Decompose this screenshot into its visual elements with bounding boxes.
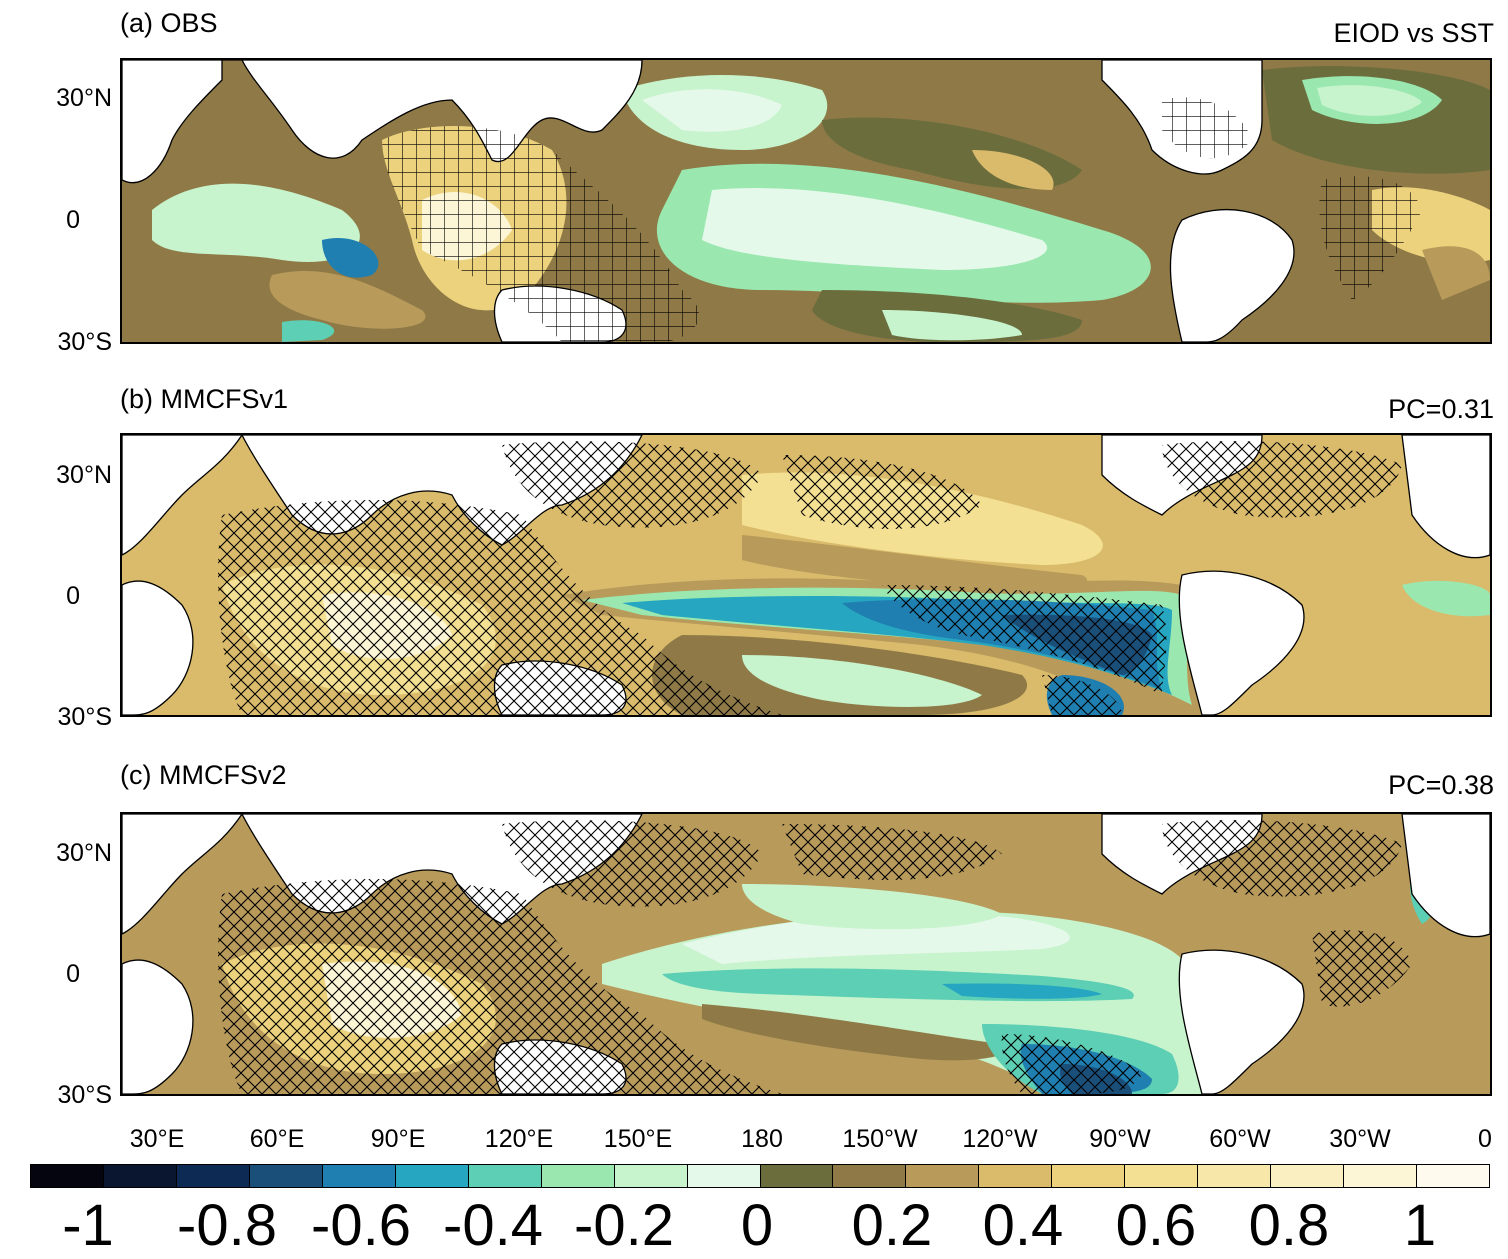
colorbar-bin — [103, 1165, 177, 1187]
panel-a-lat-30n: 30°N — [56, 84, 112, 112]
lon-label-180: 180 — [741, 1125, 783, 1153]
colorbar-bin — [541, 1165, 615, 1187]
lon-label-90e: 90°E — [370, 1125, 426, 1153]
colorbar-label-08: 0.8 — [1248, 1193, 1330, 1258]
lon-label-30w: 30°W — [1329, 1125, 1391, 1153]
colorbar-label-0: 0 — [740, 1193, 774, 1258]
colorbar-bin — [979, 1165, 1053, 1187]
colorbar-bin — [176, 1165, 250, 1187]
colorbar-label-m08: -0.8 — [177, 1193, 277, 1258]
panel-c-map — [120, 812, 1492, 1096]
lon-label-60e: 60°E — [249, 1125, 305, 1153]
lon-label-60w: 60°W — [1209, 1125, 1271, 1153]
colorbar-bin — [468, 1165, 542, 1187]
panel-a-right-label: EIOD vs SST — [1333, 18, 1494, 48]
colorbar-bin — [249, 1165, 323, 1187]
colorbar-bin — [687, 1165, 761, 1187]
lon-label-120w: 120°W — [962, 1125, 1038, 1153]
panel-a-lat-30s: 30°S — [57, 328, 112, 356]
colorbar-label-m1: -1 — [62, 1193, 114, 1258]
panel-c-lat-30n: 30°N — [56, 839, 112, 867]
panel-a-map — [120, 58, 1492, 344]
colorbar-bin — [1417, 1165, 1490, 1187]
colorbar — [30, 1164, 1490, 1188]
panel-a-lat-0: 0 — [66, 206, 80, 234]
lon-label-120e: 120°E — [484, 1125, 554, 1153]
colorbar-bin — [1271, 1165, 1345, 1187]
colorbar-label-m06: -0.6 — [311, 1193, 411, 1258]
panel-c-lat-0: 0 — [66, 960, 80, 988]
colorbar-bin — [760, 1165, 834, 1187]
panel-b-right-label: PC=0.31 — [1388, 394, 1494, 424]
panel-b-title: (b) MMCFSv1 — [120, 384, 288, 414]
colorbar-bin — [322, 1165, 396, 1187]
panel-c-lat-30s: 30°S — [57, 1081, 112, 1109]
colorbar-bin — [1125, 1165, 1199, 1187]
panel-c-title: (c) MMCFSv2 — [120, 760, 287, 790]
colorbar-bin — [833, 1165, 907, 1187]
colorbar-bin — [1198, 1165, 1272, 1187]
panel-b-lat-30n: 30°N — [56, 461, 112, 489]
colorbar-bin — [614, 1165, 688, 1187]
colorbar-bin — [906, 1165, 980, 1187]
colorbar-label-06: 0.6 — [1115, 1193, 1197, 1258]
panel-a-title: (a) OBS — [120, 8, 218, 38]
colorbar-bin — [31, 1165, 104, 1187]
lon-label-0: 0 — [1478, 1125, 1492, 1153]
lon-label-150w: 150°W — [842, 1125, 918, 1153]
colorbar-bin — [1344, 1165, 1418, 1187]
lon-label-30e: 30°E — [129, 1125, 185, 1153]
colorbar-label-02: 0.2 — [851, 1193, 933, 1258]
lon-label-90w: 90°W — [1089, 1125, 1151, 1153]
panel-b-lat-0: 0 — [66, 582, 80, 610]
lon-label-150e: 150°E — [603, 1125, 673, 1153]
panel-b-map — [120, 433, 1492, 717]
colorbar-label-m02: -0.2 — [574, 1193, 674, 1258]
colorbar-label-1: 1 — [1403, 1193, 1437, 1258]
colorbar-bin — [395, 1165, 469, 1187]
colorbar-label-04: 0.4 — [982, 1193, 1064, 1258]
colorbar-bin — [1052, 1165, 1126, 1187]
colorbar-label-m04: -0.4 — [443, 1193, 543, 1258]
panel-c-right-label: PC=0.38 — [1388, 770, 1494, 800]
panel-b-lat-30s: 30°S — [57, 703, 112, 731]
